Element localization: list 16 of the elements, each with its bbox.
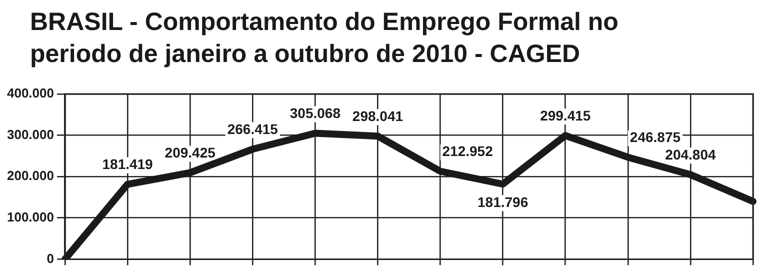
data-label: 246.875 [630, 129, 681, 146]
data-label: 299.415 [540, 107, 591, 124]
data-label: 181.419 [102, 156, 154, 172]
y-tick-label: 400.000 [6, 86, 54, 101]
chart-title: BRASIL - Comportamento do Emprego Formal no periodo de janeiro a outubro de 2010 - CAGED [29, 7, 620, 70]
data-label: 212.952 [442, 143, 494, 160]
y-tick-label: 100.000 [6, 209, 54, 224]
y-tick-label: 0 [46, 250, 54, 266]
data-label: 298.041 [352, 108, 404, 124]
data-label: 181.796 [478, 194, 528, 210]
data-label: 305.068 [290, 105, 341, 122]
data-label: 209.425 [164, 144, 216, 161]
y-tick-label: 200.000 [6, 168, 54, 184]
y-tick-label: 300.000 [6, 126, 54, 142]
data-label: 204.804 [665, 146, 716, 162]
data-label: 266.415 [227, 121, 278, 138]
